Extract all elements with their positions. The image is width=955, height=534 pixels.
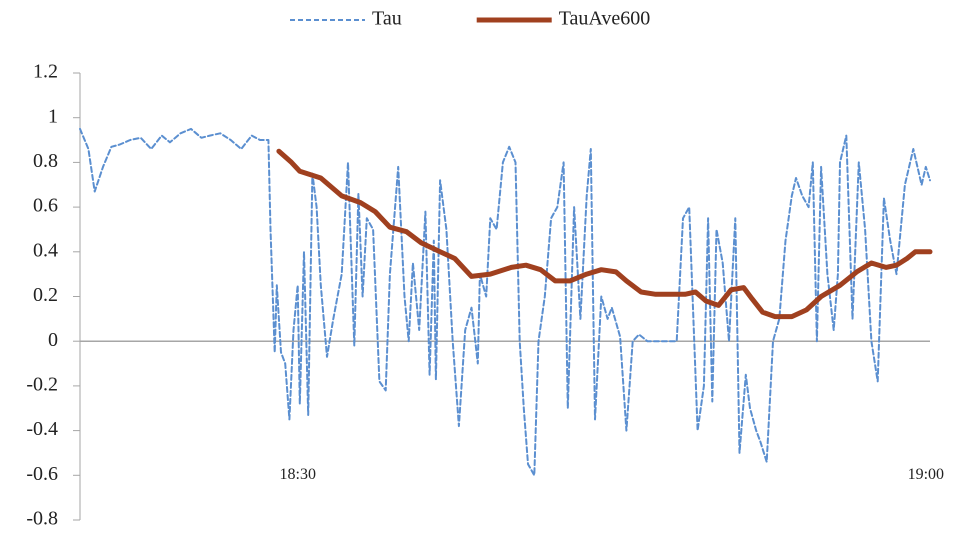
y-tick-label: -0.8 — [26, 508, 58, 530]
series-line — [79, 127, 931, 477]
y-tick-label: 0.8 — [33, 150, 58, 172]
y-tick-label: 1.2 — [33, 61, 58, 83]
y-tick-label: 0.2 — [33, 284, 58, 306]
x-tick-label: 18:30 — [280, 466, 316, 483]
x-tick-label: 19:00 — [908, 466, 944, 483]
y-tick-label: 0 — [48, 329, 58, 351]
series-line — [276, 148, 933, 320]
y-tick-label: 0.6 — [33, 195, 58, 217]
legend-label: Tau — [372, 8, 402, 30]
y-tick-label: -0.2 — [26, 373, 58, 395]
y-tick-label: 0.4 — [33, 239, 58, 261]
y-tick-label: -0.4 — [26, 418, 58, 440]
y-tick-label: 1 — [48, 105, 58, 127]
y-tick-label: -0.6 — [26, 463, 58, 485]
legend-label: TauAve600 — [559, 8, 651, 30]
